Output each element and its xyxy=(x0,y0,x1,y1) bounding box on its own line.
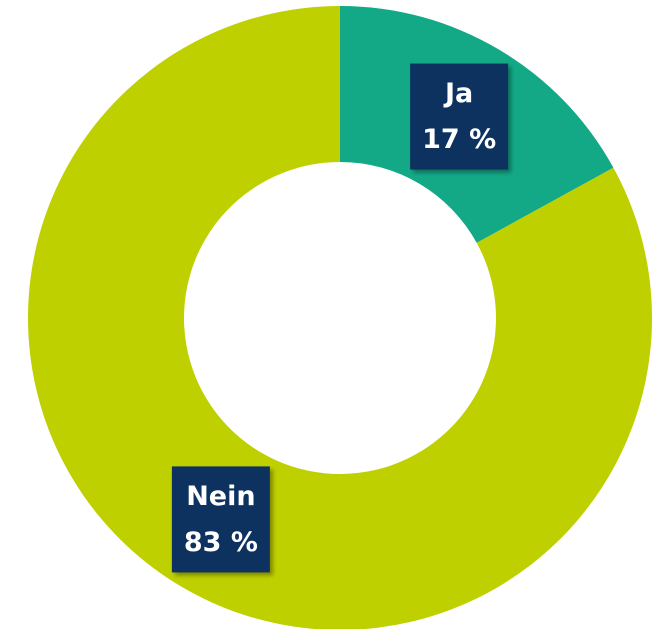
slice-value-label: 17 % xyxy=(422,124,496,155)
label-box xyxy=(171,466,270,573)
slice-label: Ja xyxy=(443,78,473,109)
slice-label: Nein xyxy=(186,481,255,512)
slice-value-label: 83 % xyxy=(184,527,258,558)
label-box xyxy=(410,63,509,170)
